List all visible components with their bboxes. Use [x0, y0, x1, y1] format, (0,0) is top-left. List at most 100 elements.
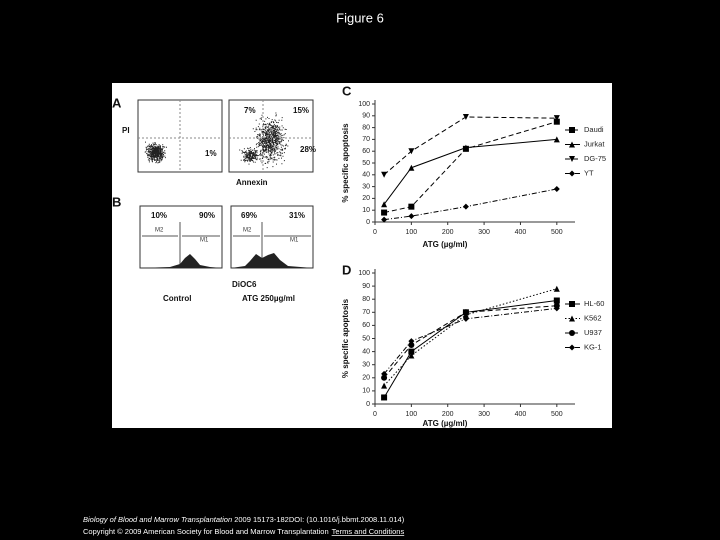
x-tick-label: 300 — [478, 411, 490, 418]
y-tick-label: 0 — [366, 401, 370, 408]
legend-label: YT — [584, 168, 594, 177]
x-tick-label: 100 — [406, 229, 418, 236]
gate-label: M1 — [290, 238, 299, 244]
marker — [553, 118, 560, 125]
y-tick-label: 70 — [362, 309, 370, 316]
axis-label: DiOC6 — [232, 280, 257, 289]
citation-detail: 2009 15173-182DOI: (10.1016/j.bbmt.2008.… — [232, 515, 405, 524]
marker — [553, 185, 560, 192]
legend-marker — [569, 301, 575, 307]
marker — [408, 148, 415, 155]
axis-label: PI — [122, 126, 130, 135]
series-line — [383, 300, 557, 398]
y-tick-label: 0 — [366, 219, 370, 226]
histogram — [231, 253, 313, 268]
x-tick-label: 200 — [442, 229, 454, 236]
y-tick-label: 60 — [362, 148, 370, 155]
percent-label: 31% — [289, 211, 305, 220]
y-tick-label: 80 — [362, 124, 370, 131]
panel-label: D — [342, 262, 351, 277]
marker — [408, 338, 415, 345]
marker — [408, 213, 415, 220]
x-tick-label: 500 — [551, 229, 563, 236]
marker — [462, 144, 469, 151]
marker — [381, 394, 388, 401]
panel-label: A — [112, 95, 122, 110]
y-tick-label: 40 — [362, 348, 370, 355]
legend-marker — [569, 170, 575, 177]
y-tick-label: 20 — [362, 195, 370, 202]
marker — [553, 285, 560, 292]
y-tick-label: 40 — [362, 172, 370, 179]
y-tick-label: 90 — [362, 283, 370, 290]
percent-label: 90% — [199, 211, 215, 220]
legend-marker — [569, 330, 575, 336]
y-tick-label: 10 — [362, 207, 370, 214]
marker — [553, 305, 560, 312]
x-tick-label: 0 — [373, 411, 377, 418]
legend-label: DG-75 — [584, 154, 606, 163]
marker — [462, 203, 469, 210]
x-tick-label: 100 — [406, 411, 418, 418]
x-tick-label: 0 — [373, 229, 377, 236]
series-line — [383, 305, 557, 379]
slide-title: Figure 6 — [336, 10, 384, 25]
y-axis-label: % specific apoptosis — [341, 298, 350, 378]
y-tick-label: 90 — [362, 113, 370, 120]
panel-label: B — [112, 194, 121, 209]
journal: Biology of Blood and Marrow Transplantat… — [83, 515, 232, 524]
marker — [381, 209, 388, 216]
x-tick-label: 500 — [551, 411, 563, 418]
scatter-dots — [239, 112, 289, 169]
copyright: Copyright © 2009 American Society for Bl… — [83, 527, 404, 536]
series-line — [383, 138, 557, 205]
legend-marker — [569, 141, 575, 148]
percent-label: 69% — [241, 211, 257, 220]
marker — [553, 136, 560, 143]
legend-marker — [569, 156, 575, 162]
legend-label: U937 — [584, 328, 602, 337]
marker — [381, 382, 388, 389]
legend-label: Jurkat — [584, 139, 605, 148]
x-tick-label: 300 — [478, 229, 490, 236]
y-tick-label: 20 — [362, 375, 370, 382]
marker — [462, 315, 469, 322]
y-tick-label: 30 — [362, 183, 370, 190]
marker — [408, 352, 415, 359]
legend-marker — [569, 127, 575, 133]
marker — [408, 203, 415, 210]
y-tick-label: 50 — [362, 160, 370, 167]
x-tick-label: 400 — [515, 229, 527, 236]
marker — [408, 342, 415, 349]
marker — [381, 201, 388, 208]
marker — [462, 309, 469, 316]
copyright-text: Copyright © 2009 American Society for Bl… — [83, 527, 329, 536]
gate-label: M1 — [200, 238, 209, 244]
marker — [381, 171, 388, 178]
series-line — [383, 288, 557, 386]
gate-label: M2 — [243, 228, 252, 234]
marker — [381, 374, 388, 381]
terms-link[interactable]: Terms and Conditions — [332, 527, 405, 536]
axis-label: Annexin — [236, 178, 268, 187]
series-line — [383, 121, 557, 214]
y-tick-label: 70 — [362, 136, 370, 143]
legend-marker — [569, 344, 575, 351]
legend-label: Daudi — [584, 125, 604, 134]
x-tick-label: 200 — [442, 411, 454, 418]
marker — [462, 113, 469, 120]
quadrant-label: 1% — [205, 149, 217, 158]
figure — [112, 83, 612, 428]
y-tick-label: 60 — [362, 322, 370, 329]
y-tick-label: 30 — [362, 362, 370, 369]
legend-label: HL-60 — [584, 299, 604, 308]
panel-label: C — [342, 83, 352, 98]
x-axis-label: ATG (µg/ml) — [423, 240, 468, 249]
legend-marker — [569, 315, 575, 322]
quadrant-label: 7% — [244, 106, 256, 115]
x-axis-label: ATG (µg/ml) — [423, 419, 468, 428]
gate-label: M2 — [155, 228, 164, 234]
y-tick-label: 50 — [362, 335, 370, 342]
y-tick-label: 100 — [358, 270, 370, 277]
